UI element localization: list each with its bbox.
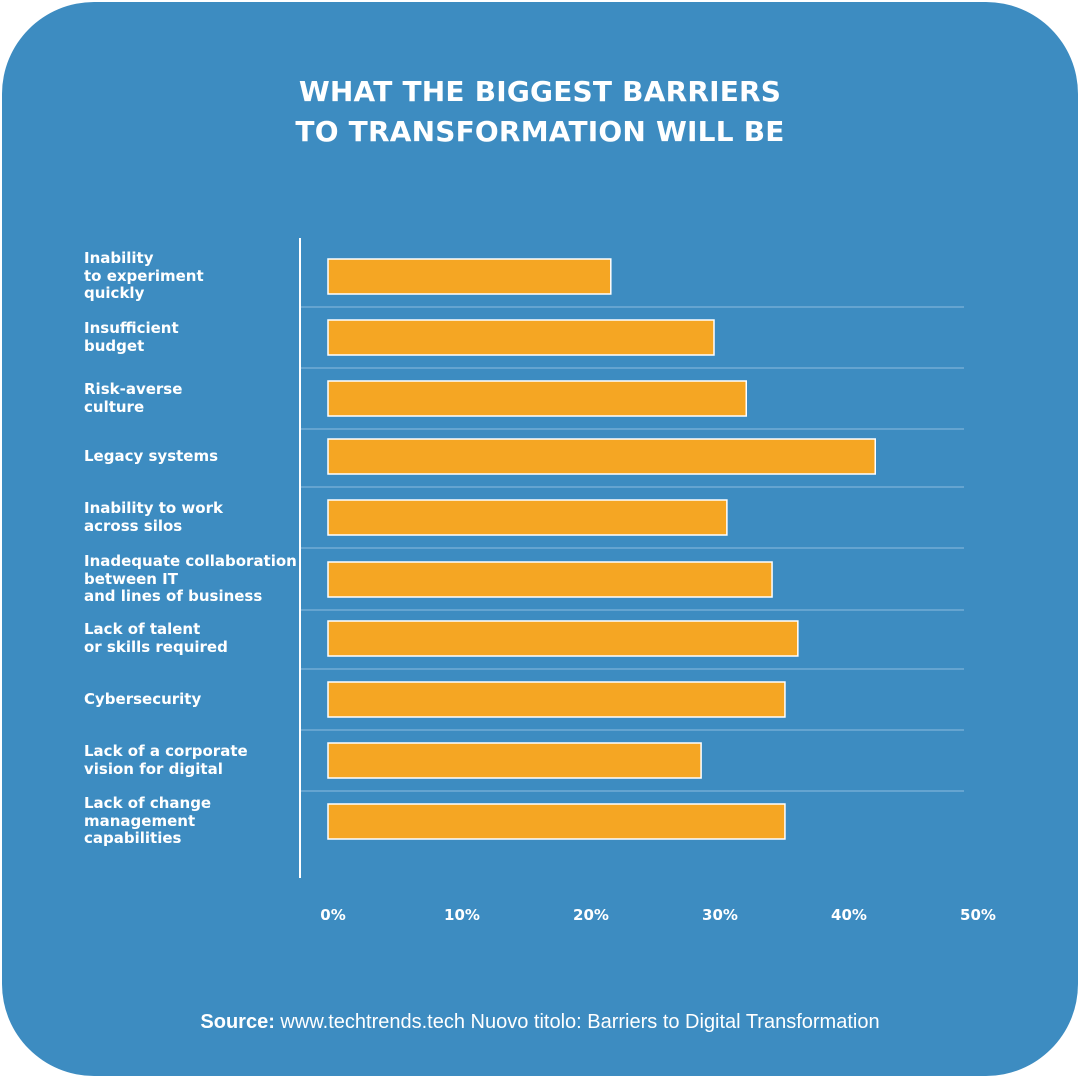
category-label: Legacy systems <box>84 446 219 465</box>
category-label: Insufficient budget <box>84 319 179 355</box>
bar <box>327 620 799 657</box>
category-label: Lack of change management capabilities <box>84 794 212 848</box>
bar <box>327 438 876 475</box>
bar <box>327 499 728 536</box>
bar <box>327 561 773 598</box>
chart-title-line-1: WHAT THE BIGGEST BARRIERS <box>298 75 782 108</box>
category-label: Cybersecurity <box>84 689 202 708</box>
x-tick-label: 30% <box>702 906 738 924</box>
bar <box>327 742 702 779</box>
category-label: Lack of talent or skills required <box>84 620 228 656</box>
x-tick-label: 0% <box>320 906 345 924</box>
category-label: Inadequate collaboration between IT and … <box>84 552 297 606</box>
category-label: Inability to work across silos <box>84 499 223 535</box>
source-text: www.techtrends.tech Nuovo titolo: Barrie… <box>274 1011 880 1033</box>
bar <box>327 258 612 295</box>
bar <box>327 803 786 840</box>
category-label: Lack of a corporate vision for digital <box>84 742 248 778</box>
x-tick-label: 10% <box>444 906 480 924</box>
x-tick-label: 20% <box>573 906 609 924</box>
category-label: Inability to experiment quickly <box>84 249 204 303</box>
chart-title-line-2: TO TRANSFORMATION WILL BE <box>295 115 785 148</box>
bar <box>327 681 786 718</box>
x-tick-label: 40% <box>831 906 867 924</box>
source-note: Source: www.techtrends.tech Nuovo titolo… <box>2 1009 1078 1035</box>
source-label: Source: <box>200 1011 275 1033</box>
bar <box>327 319 715 356</box>
bar <box>327 380 747 417</box>
x-tick-label: 50% <box>960 906 996 924</box>
category-label: Risk-averse culture <box>84 380 183 416</box>
